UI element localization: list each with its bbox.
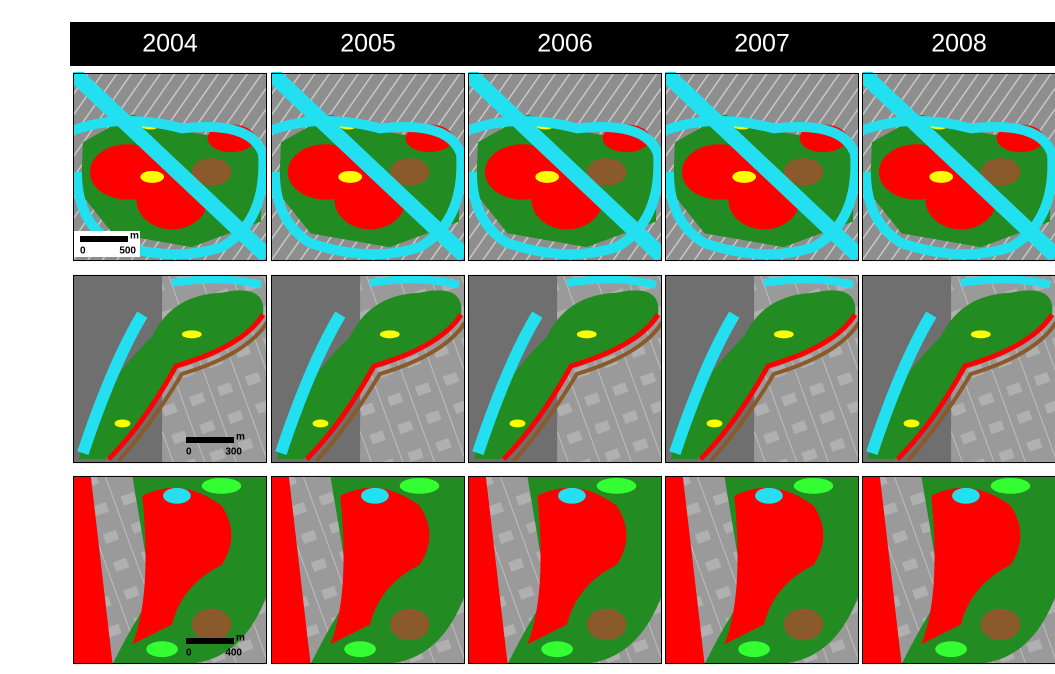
scale-distance: 300 [225,447,242,458]
map-panel [271,476,465,664]
scale-unit: m [236,432,245,443]
scale-unit: m [130,231,139,242]
map-panel [468,275,662,463]
figure: 2004 2005 2006 2007 2008 m 0 500 m 0 300 m 0 400 [0,0,1055,674]
scale-bar: m 0 500 [74,231,140,257]
scale-line [80,236,128,242]
scale-line [186,638,234,644]
map-panel [468,73,662,261]
scale-distance: 400 [225,648,242,659]
scale-zero: 0 [186,648,192,659]
year-label: 2004 [142,30,198,58]
map-panel [665,73,859,261]
map-panel [862,476,1055,664]
year-label: 2006 [537,30,593,58]
map-panel [271,73,465,261]
page: 20042005200620072008 m0500m0300m0400 (()… [0,0,1055,674]
year-label: 2005 [340,30,396,58]
scale-unit: m [236,633,245,644]
map-panel [665,476,859,664]
map-panel [271,275,465,463]
map-panel [665,275,859,463]
year-label: 2007 [734,30,790,58]
map-panel [468,476,662,664]
scale-distance: 500 [119,246,136,257]
scale-line [186,437,234,443]
year-label: 2008 [931,30,987,58]
map-panel [862,73,1055,261]
scale-zero: 0 [80,246,86,257]
map-panel [862,275,1055,463]
scale-zero: 0 [186,447,192,458]
